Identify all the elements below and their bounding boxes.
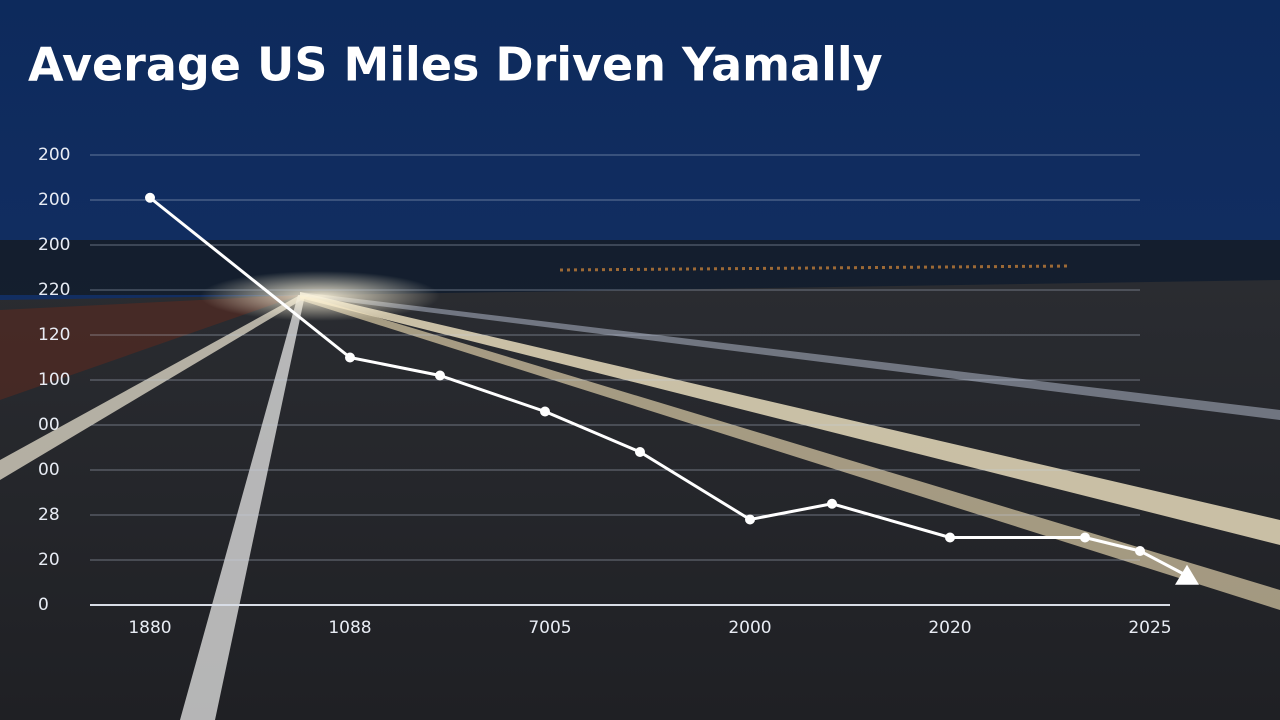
y-tick-label: 00 (38, 415, 60, 435)
y-tick-label: 28 (38, 505, 60, 525)
y-tick-label: 220 (38, 280, 70, 300)
point (745, 514, 755, 525)
y-tick-label: 200 (38, 235, 70, 255)
point (145, 192, 155, 203)
x-tick-label: 7005 (528, 618, 571, 638)
point (345, 352, 355, 363)
point (1135, 546, 1145, 556)
x-tick-label: 1088 (328, 618, 371, 638)
y-tick-label: 0 (38, 595, 49, 615)
point (827, 498, 837, 509)
point (435, 370, 445, 381)
point (945, 532, 955, 543)
x-tick-label: 2020 (928, 618, 971, 638)
x-tick-label: 1880 (128, 618, 171, 638)
y-tick-label: 200 (38, 190, 70, 210)
y-tick-label: 200 (38, 145, 70, 165)
y-tick-label: 100 (38, 370, 70, 390)
x-tick-label: 2025 (1128, 618, 1171, 638)
point (635, 447, 645, 457)
chart-title: Average US Miles Driven Yamally (28, 38, 883, 92)
x-tick-label: 2000 (728, 618, 771, 638)
y-tick-label: 00 (38, 460, 60, 480)
end-arrow (1175, 564, 1199, 585)
y-tick-label: 120 (38, 325, 70, 345)
point (540, 406, 550, 417)
point (1080, 532, 1090, 543)
y-tick-label: 20 (38, 550, 60, 570)
